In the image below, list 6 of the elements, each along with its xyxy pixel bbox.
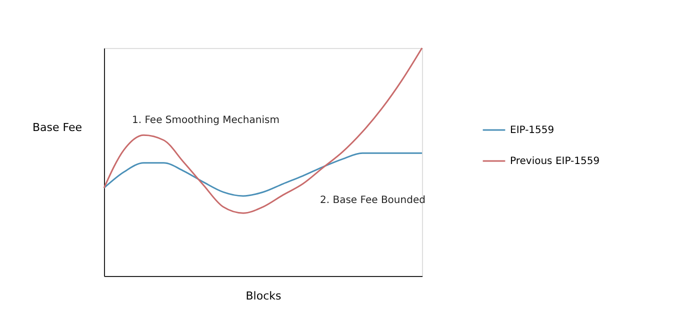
annotation: 2. Base Fee Bounded (320, 195, 426, 206)
legend-label: EIP-1559 (510, 125, 554, 136)
annotation: 1. Fee Smoothing Mechanism (132, 115, 280, 126)
legend-label: Previous EIP-1559 (510, 156, 600, 167)
x-axis-title: Blocks (246, 290, 282, 302)
y-axis-title: Base Fee (32, 120, 82, 134)
